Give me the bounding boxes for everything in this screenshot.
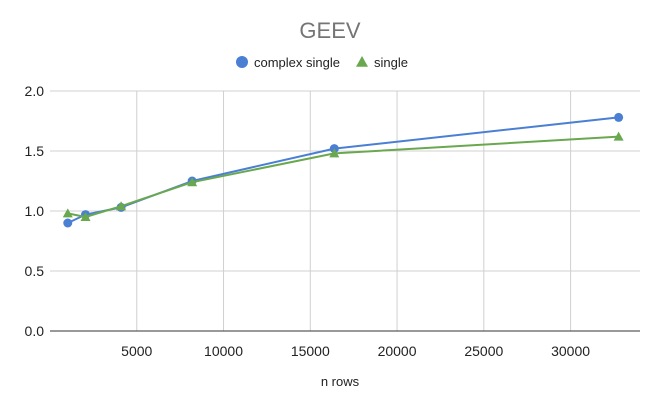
data-point — [329, 148, 340, 158]
x-tick-label: 25000 — [464, 343, 503, 359]
data-point — [62, 208, 73, 218]
x-axis-title: n rows — [321, 374, 360, 389]
series-line — [67, 116, 619, 224]
legend-triangle-icon — [356, 56, 368, 67]
series-single — [62, 131, 624, 221]
data-point — [614, 112, 624, 122]
data-point — [80, 212, 91, 221]
x-tick-label: 10000 — [204, 343, 243, 359]
y-tick-label: 1.5 — [25, 143, 45, 159]
legend: complex single single — [236, 55, 408, 70]
data-point — [63, 218, 73, 228]
x-tick-label: 5000 — [121, 343, 152, 359]
x-tick-label: 15000 — [291, 343, 330, 359]
data-point — [187, 177, 198, 187]
series-complex-single — [63, 112, 624, 228]
y-tick-label: 2.0 — [25, 83, 45, 99]
chart-title: GEEV — [299, 18, 360, 43]
series-layer — [62, 112, 624, 228]
x-axis-ticks: 5000 10000 15000 20000 25000 30000 — [121, 343, 590, 359]
data-point — [116, 201, 127, 211]
legend-circle-icon — [236, 56, 248, 68]
y-tick-label: 0.5 — [25, 263, 45, 279]
y-axis-ticks: 0.0 0.5 1.0 1.5 2.0 — [25, 83, 45, 339]
data-point — [613, 131, 624, 141]
y-tick-label: 1.0 — [25, 203, 45, 219]
x-tick-label: 20000 — [378, 343, 417, 359]
series-line — [67, 135, 619, 218]
x-tick-label: 30000 — [551, 343, 590, 359]
legend-label: single — [374, 55, 408, 70]
legend-label: complex single — [254, 55, 340, 70]
y-tick-label: 0.0 — [25, 323, 45, 339]
grid — [50, 90, 640, 331]
